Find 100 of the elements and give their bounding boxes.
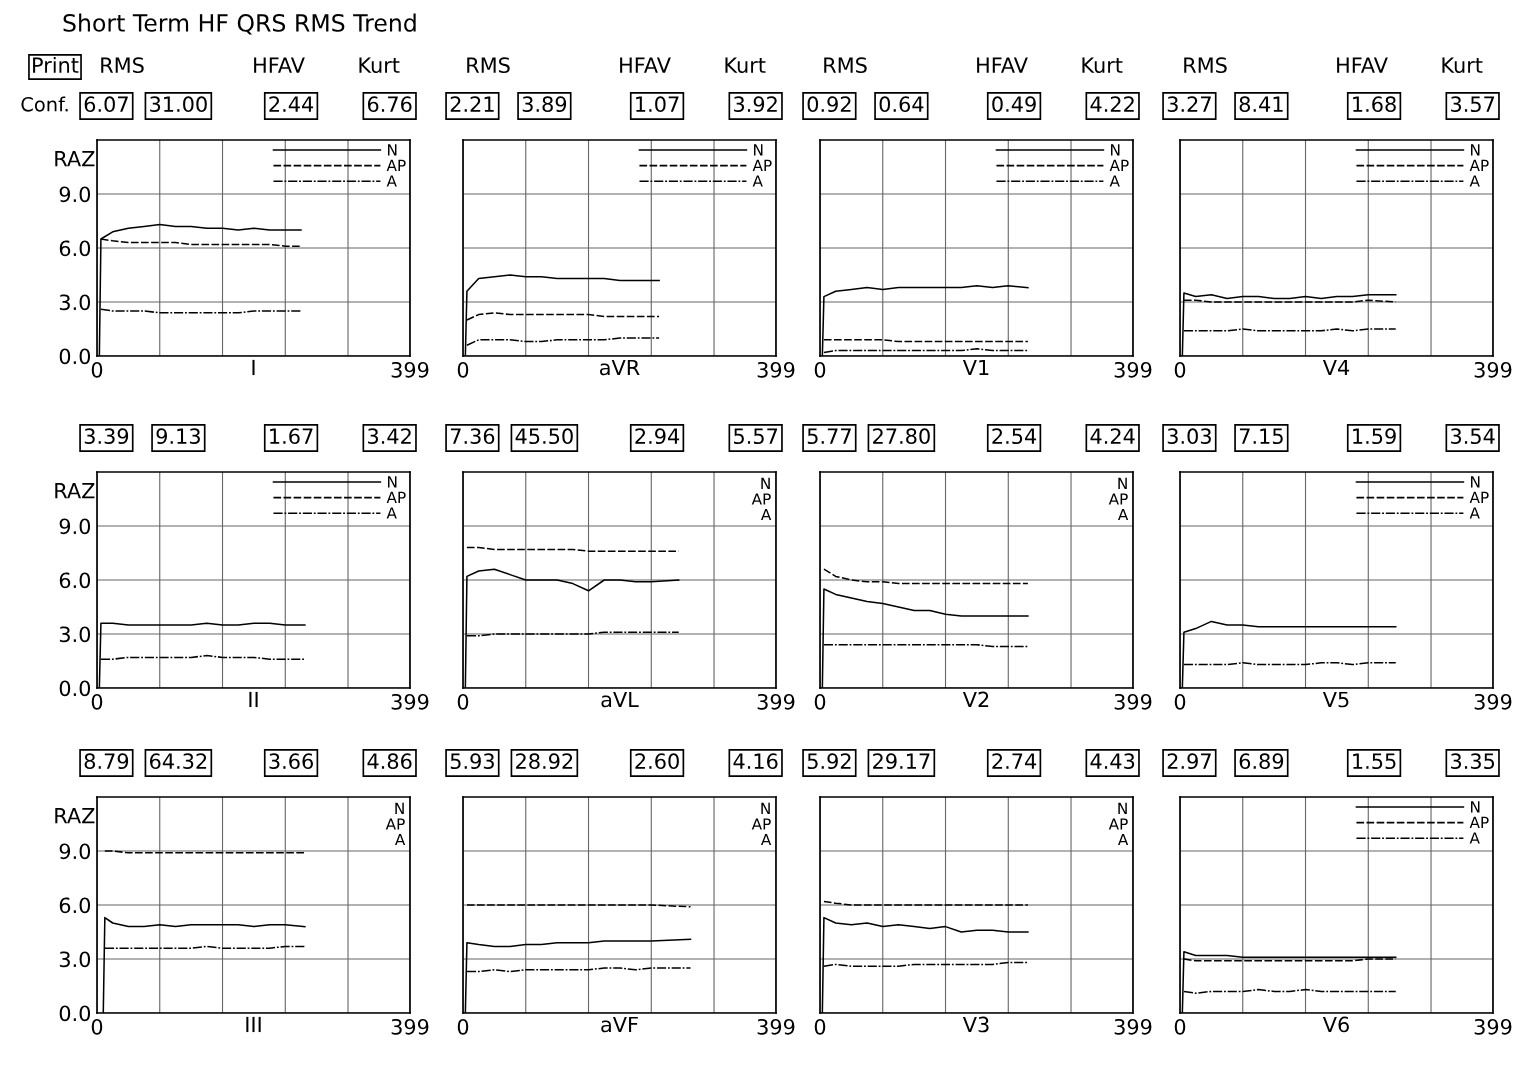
x-tick-label: 399 [391,1018,429,1035]
annotation: AP [1108,493,1128,505]
annotation: AP [1108,818,1128,830]
text: 7.15 [1239,428,1283,445]
y-tick-label: 0.0 [59,680,91,697]
text: 3.54 [1451,428,1495,445]
text: A [752,175,763,187]
text: AP [386,159,406,171]
text: AP [752,159,772,171]
text: 0.49 [992,96,1036,113]
x-axis-title: V5 [1322,691,1349,708]
text: 8.41 [1239,96,1283,113]
annotation: A [1117,833,1129,846]
text: 4.16 [733,753,778,770]
y-tick-label: 6.0 [59,897,91,914]
text: N [754,144,763,156]
text: Conf. [21,96,68,112]
text: 3.89 [522,96,567,113]
text: 0.64 [879,96,924,113]
annotation: A [1117,508,1129,521]
x-tick-label: 0 [91,693,103,710]
x-tick-label: 399 [391,361,429,378]
text: 5.92 [807,753,851,770]
x-axis-title: II [249,691,258,708]
text: 5.93 [450,753,494,770]
text: Kurt [725,57,766,74]
annotation: N [1118,477,1127,490]
text: RMS [101,57,144,74]
text: Print [33,56,79,73]
x-tick-label: 399 [1474,1018,1512,1035]
text: 64.32 [150,753,207,770]
text: HFAV [977,57,1028,73]
text: A [386,175,397,187]
text: 28.92 [516,753,573,770]
y-tick-label: 3.0 [59,294,91,311]
text: 5.57 [734,428,778,445]
text: HFAV [1337,57,1388,73]
text: 4.24 [1090,428,1135,444]
x-tick-label: 0 [1174,693,1186,710]
text: N [1471,144,1480,156]
y-tick-label: 6.0 [59,572,91,589]
text: 1.07 [636,96,679,113]
text: AP [1469,816,1489,828]
x-tick-label: 399 [757,1018,795,1035]
annotation: A [760,833,772,846]
x-tick-label: 399 [1114,1018,1152,1035]
text: 31.00 [150,96,207,113]
x-axis-title: III [246,1016,261,1033]
y-tick-label: 3.0 [59,626,91,643]
y-axis-title: RAZ [55,808,95,824]
x-tick-label: 0 [91,1018,103,1035]
text: N [1471,476,1480,488]
text: RMS [1184,57,1227,74]
text: AP [1469,159,1489,171]
text: Kurt [1082,57,1123,74]
y-axis-title: RAZ [55,483,95,499]
x-tick-label: 399 [757,693,795,710]
x-tick-label: 0 [1174,361,1186,378]
annotation: A [394,833,406,846]
x-tick-label: 0 [457,1018,469,1035]
text: A [1109,175,1120,187]
text: N [388,476,397,488]
x-axis-title: V6 [1322,1016,1349,1033]
text: HFAV [254,57,305,73]
text: 0.92 [807,96,851,113]
x-tick-label: 399 [1474,361,1512,378]
x-tick-label: 0 [814,361,826,378]
legend-label: AP [386,491,406,503]
text: 1.55 [1353,753,1396,770]
y-tick-label: 0.0 [59,348,91,365]
x-tick-label: 0 [1174,1018,1186,1035]
x-tick-label: 399 [757,361,795,378]
text: 8.79 [84,753,129,770]
y-tick-label: 9.0 [59,843,91,860]
text: 3.92 [734,96,777,113]
annotation: AP [751,818,771,830]
text: 2.60 [635,753,679,770]
y-tick-label: 9.0 [59,186,91,203]
x-axis-title: aVR [600,359,640,376]
text: 3.35 [1451,753,1495,770]
text: 2.74 [992,753,1037,769]
text: HFAV [620,57,671,73]
annotation: N [761,802,770,815]
x-axis-title: aVF [601,1016,638,1033]
x-tick-label: 0 [814,1018,826,1035]
annotation: AP [751,493,771,505]
text: 2.44 [269,96,314,112]
x-tick-label: 0 [457,693,469,710]
x-tick-label: 399 [391,693,429,710]
text: 27.80 [873,428,930,445]
x-tick-label: 399 [1114,361,1152,378]
text: 3.39 [84,428,129,445]
text: 5.77 [807,428,851,445]
text: 6.89 [1239,753,1284,770]
y-tick-label: 0.0 [59,1005,91,1022]
annotation: N [1118,802,1127,815]
text: RMS [467,57,510,74]
x-tick-label: 399 [1474,693,1512,710]
text: A [1469,175,1480,187]
x-tick-label: 0 [457,361,469,378]
